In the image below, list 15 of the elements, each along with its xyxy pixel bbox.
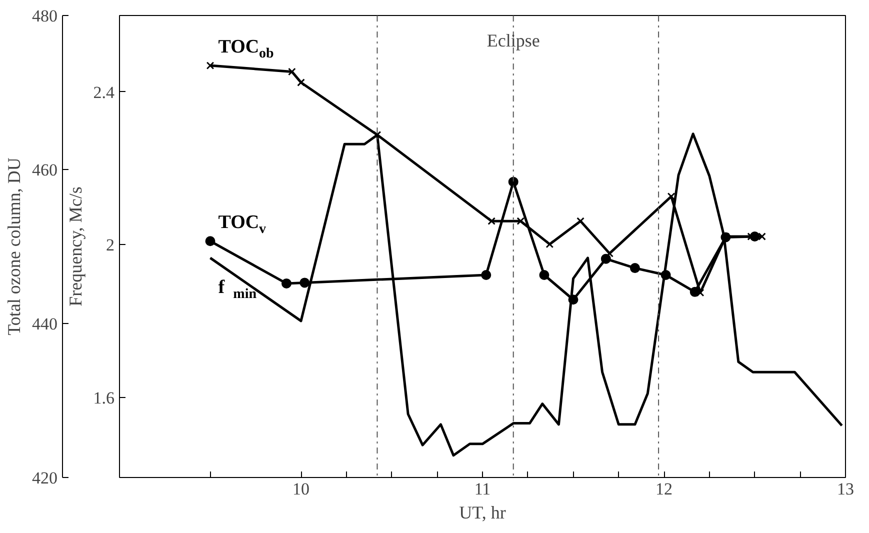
y-tick-label: 480 <box>32 6 58 26</box>
x-axis-title: UT, hr <box>459 502 506 522</box>
y-tick-label: 420 <box>32 468 58 488</box>
y2-tick-label: 2 <box>106 236 114 255</box>
y-axis-title: Total ozone column, DU <box>4 158 24 336</box>
y2-axis-title: Frequency, Mc/s <box>65 186 86 306</box>
y-tick-label: 440 <box>32 314 58 334</box>
ref-line-label: Eclipse <box>486 30 540 50</box>
y2-tick-label: 2.4 <box>93 82 115 102</box>
y-tick-label: 460 <box>32 160 58 180</box>
x-tick-label: 12 <box>656 480 672 498</box>
x-tick-label: 11 <box>474 480 491 498</box>
y2-tick-label: 1.6 <box>93 388 114 408</box>
x-tick-label: 10 <box>292 480 310 498</box>
x-tick-label: 13 <box>837 480 854 498</box>
